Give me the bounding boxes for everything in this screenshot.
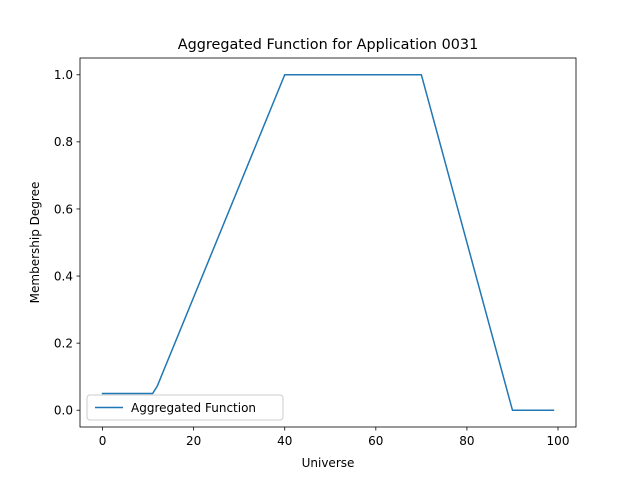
- x-tick-label: 100: [547, 434, 570, 448]
- x-tick-label: 0: [99, 434, 107, 448]
- legend: Aggregated Function: [86, 394, 284, 421]
- y-tick-label: 0.8: [54, 135, 73, 149]
- x-tick-label: 60: [368, 434, 383, 448]
- y-tick-label: 1.0: [54, 68, 73, 82]
- legend-label-aggregated-function: Aggregated Function: [131, 401, 256, 415]
- y-axis-ticks: 0.0 0.2 0.4 0.6 0.8 1.0: [54, 68, 80, 418]
- x-tick-label: 40: [277, 434, 292, 448]
- y-tick-label: 0.4: [54, 269, 73, 283]
- x-tick-label: 20: [186, 434, 201, 448]
- chart-title: Aggregated Function for Application 0031: [178, 37, 478, 53]
- y-tick-label: 0.2: [54, 336, 73, 350]
- series-line-0: [101, 74, 555, 411]
- x-tick-label: 80: [459, 434, 474, 448]
- y-tick-label: 0.6: [54, 202, 73, 216]
- legend-box: [86, 394, 284, 421]
- y-axis-title: Membership Degree: [28, 182, 42, 304]
- plot-frame: [79, 57, 577, 428]
- x-axis-ticks: 0 20 40 60 80 100: [99, 427, 570, 448]
- x-axis-title: Universe: [302, 456, 355, 470]
- y-tick-label: 0.0: [54, 404, 73, 418]
- plot-lines: [101, 74, 555, 411]
